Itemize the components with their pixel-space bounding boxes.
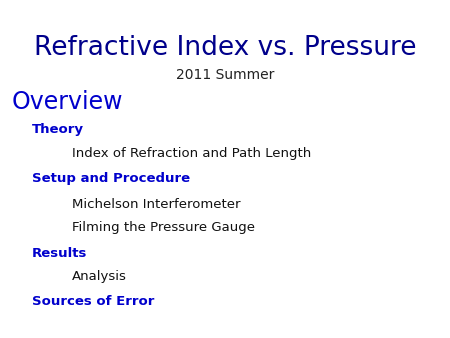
Text: Analysis: Analysis (72, 270, 127, 283)
Text: Sources of Error: Sources of Error (32, 295, 154, 308)
Text: Michelson Interferometer: Michelson Interferometer (72, 198, 240, 211)
Text: Setup and Procedure: Setup and Procedure (32, 172, 189, 185)
Text: 2011 Summer: 2011 Summer (176, 68, 274, 82)
Text: Theory: Theory (32, 123, 84, 136)
Text: Results: Results (32, 247, 87, 260)
Text: Overview: Overview (11, 90, 123, 114)
Text: Refractive Index vs. Pressure: Refractive Index vs. Pressure (34, 35, 416, 62)
Text: Index of Refraction and Path Length: Index of Refraction and Path Length (72, 147, 311, 160)
Text: Filming the Pressure Gauge: Filming the Pressure Gauge (72, 221, 255, 234)
